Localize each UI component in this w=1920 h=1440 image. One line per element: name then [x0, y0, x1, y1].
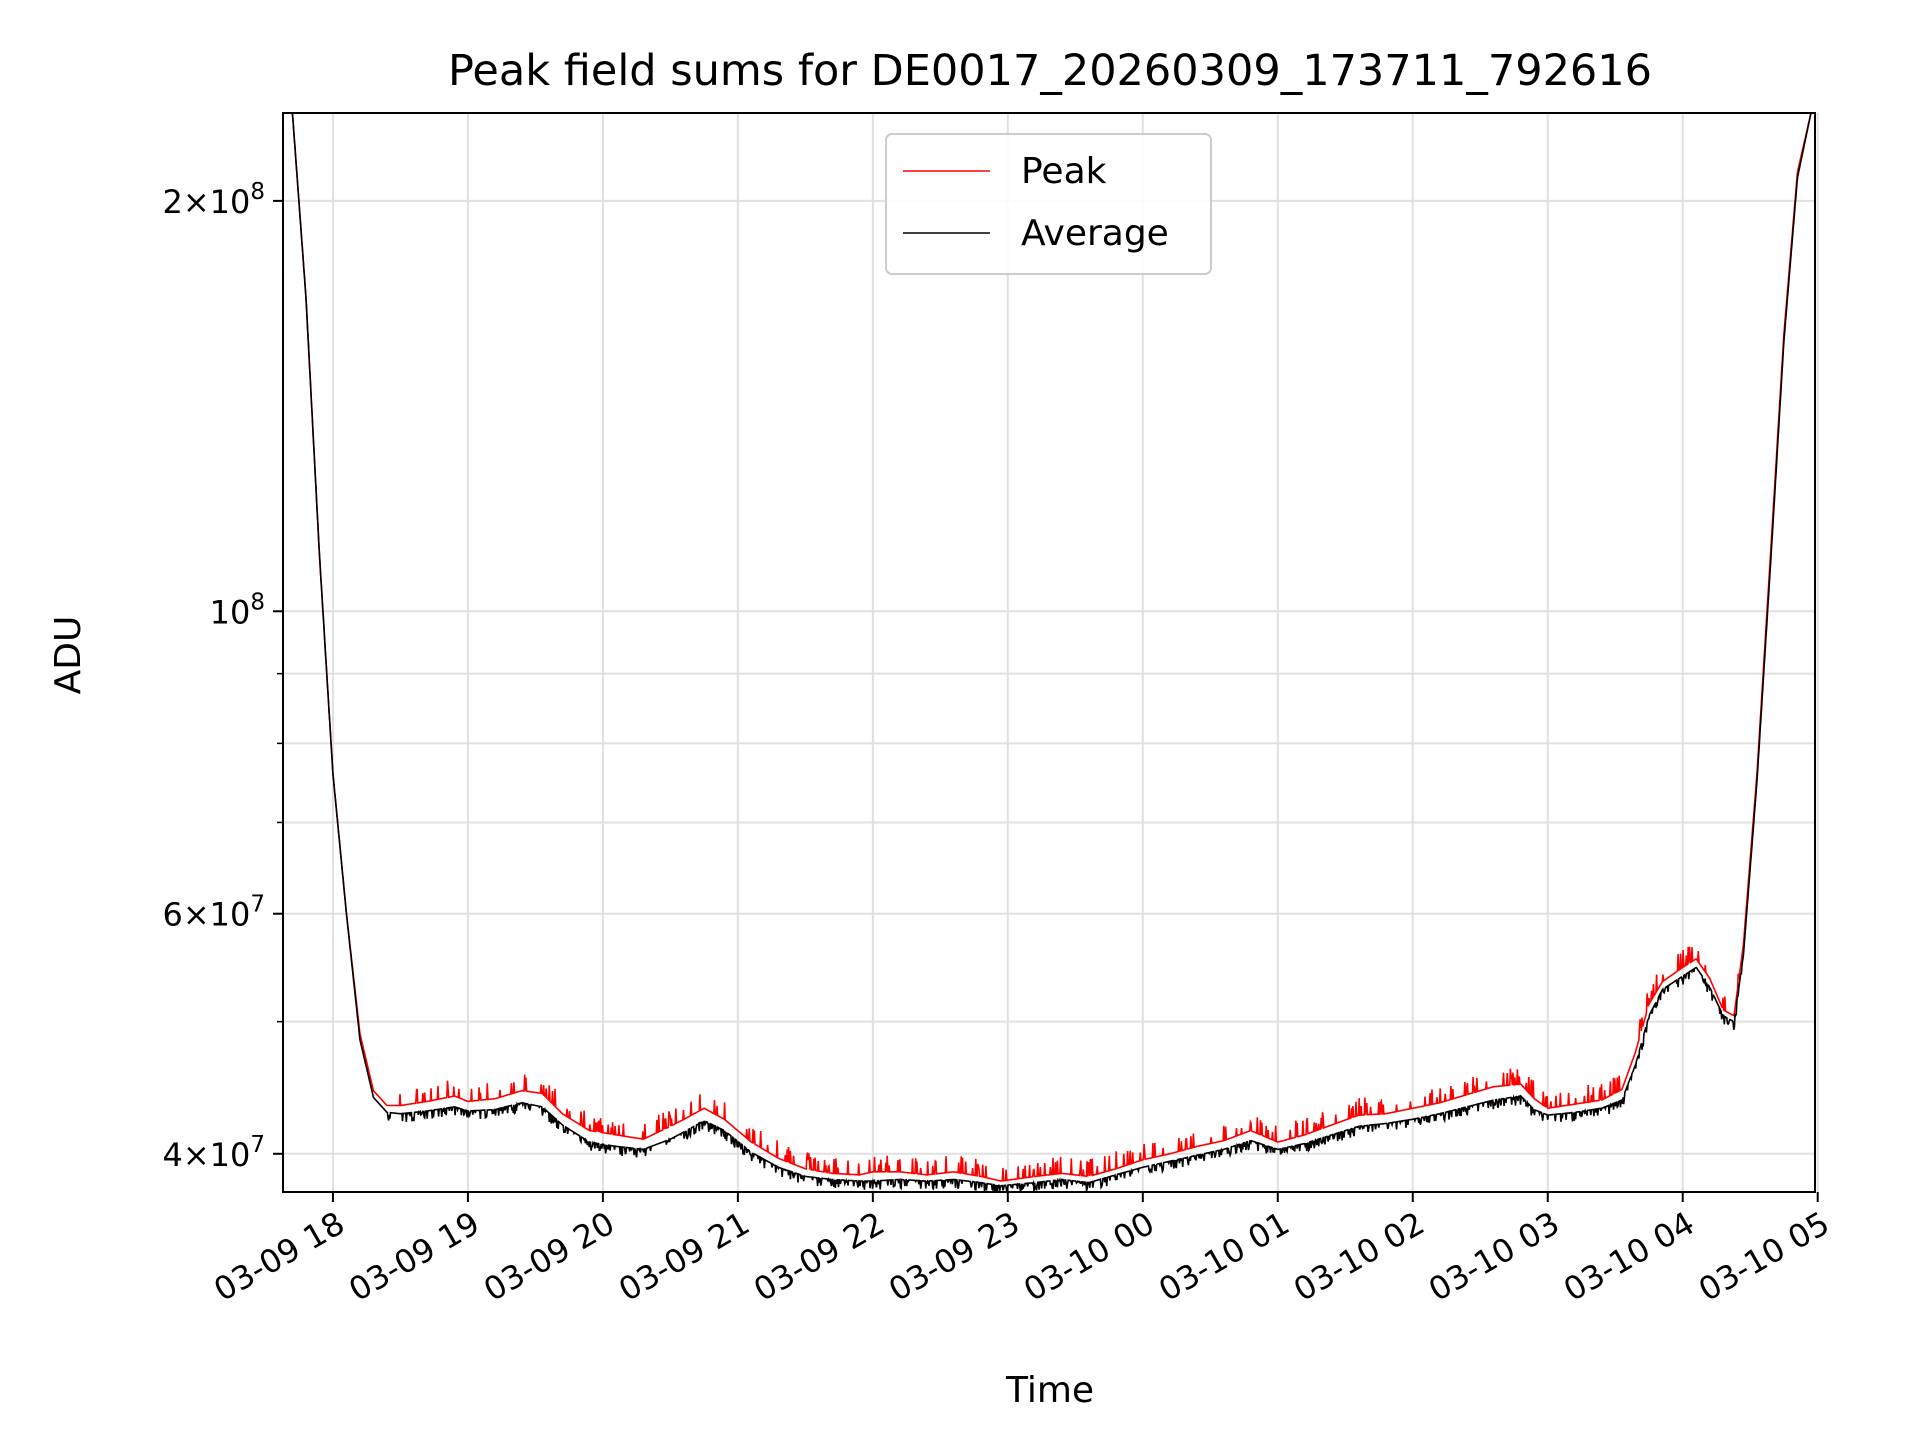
legend: Peak Average — [885, 133, 1212, 275]
series-line-peak — [291, 113, 1812, 1182]
series-layer — [291, 113, 1812, 1192]
y-tick-label: 2×108 — [162, 179, 265, 221]
y-tick-label: 108 — [210, 589, 265, 631]
y-tick-label: 4×107 — [162, 1132, 265, 1174]
legend-label-peak: Peak — [1021, 151, 1107, 192]
y-tick-label: 6×107 — [162, 892, 265, 934]
legend-label-average: Average — [1021, 213, 1169, 254]
y-axis-label: ADU — [48, 616, 89, 695]
series-line-average — [291, 113, 1812, 1192]
y-axis: 4×107 6×107 108 2×108 — [162, 179, 283, 1174]
plot-frame — [282, 112, 1816, 1193]
chart-title: Peak field sums for DE0017_20260309_1737… — [448, 46, 1652, 96]
grid — [283, 113, 1819, 1192]
x-axis-label: Time — [1005, 1370, 1094, 1411]
legend-box — [885, 133, 1212, 275]
